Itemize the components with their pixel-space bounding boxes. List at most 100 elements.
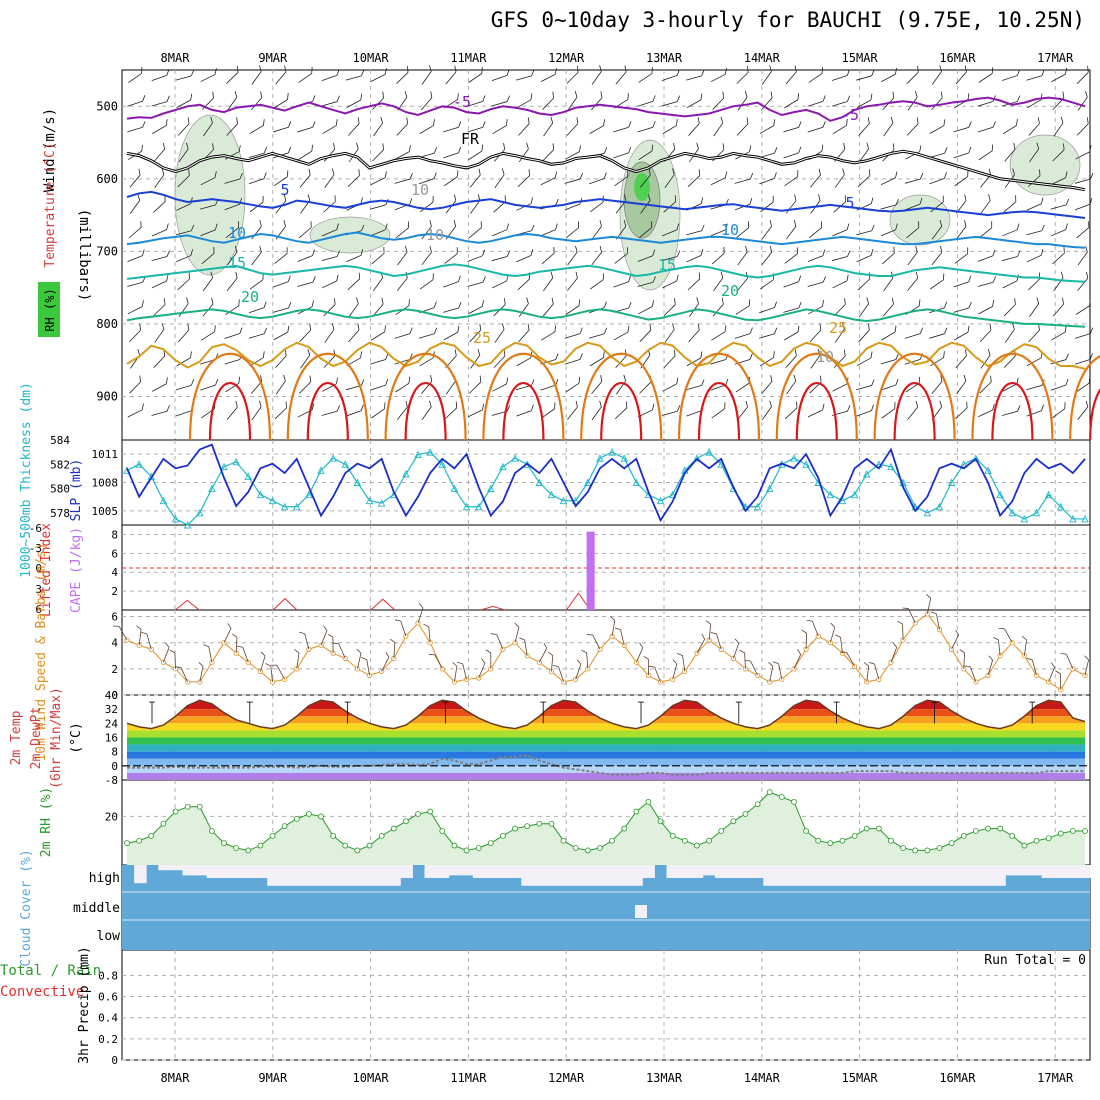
wind-barb xyxy=(419,273,434,290)
wind-barb xyxy=(808,67,824,83)
barb-staff xyxy=(445,380,456,395)
barb-flag xyxy=(967,93,970,100)
barb-staff xyxy=(640,200,651,214)
barb-flag xyxy=(772,661,779,665)
barb-flag xyxy=(327,633,334,638)
wind-barb xyxy=(831,69,850,81)
barb-flag xyxy=(309,323,312,331)
wind-barb-10m xyxy=(772,661,783,680)
wind-barb xyxy=(394,327,413,339)
isotherm-loop xyxy=(482,352,565,441)
wind-barb xyxy=(907,245,918,266)
wind-barb xyxy=(227,90,238,111)
wind-barb xyxy=(640,194,651,214)
barb-flag xyxy=(769,245,773,253)
barb-staff xyxy=(518,303,529,317)
thickness-marker xyxy=(487,484,495,493)
barb-staff xyxy=(931,381,943,394)
barb-staff xyxy=(783,331,799,341)
barb-staff xyxy=(297,255,313,262)
thickness-marker xyxy=(535,478,544,486)
barb-staff xyxy=(434,654,443,670)
barb-flag xyxy=(408,299,410,306)
barb-flag xyxy=(745,400,748,408)
thickness-marker xyxy=(935,502,944,511)
panel-frame-upper xyxy=(121,69,1091,441)
barb-flag xyxy=(724,325,727,332)
wind-barb xyxy=(614,170,629,187)
barb-flag xyxy=(1089,299,1091,306)
barb-flag xyxy=(554,325,557,332)
barb-staff xyxy=(810,355,821,369)
wind-barb-10m xyxy=(868,662,880,680)
barb-staff xyxy=(807,101,824,107)
barb-flag xyxy=(231,633,238,638)
barb-flag xyxy=(676,119,678,126)
barb-flag xyxy=(312,249,315,256)
wind-barb xyxy=(516,249,534,263)
wind-barb xyxy=(151,69,170,82)
thickness-marker xyxy=(1008,508,1016,517)
wind-barb xyxy=(249,119,265,135)
wind-barb xyxy=(567,400,578,420)
rh-marker xyxy=(208,828,215,834)
barb-staff xyxy=(565,305,580,315)
barb-staff xyxy=(589,279,604,290)
barb-flag xyxy=(531,379,535,386)
barb-staff xyxy=(518,148,529,163)
barb-flag xyxy=(599,400,602,408)
date-label-top: 16MAR xyxy=(939,51,976,65)
wind-barb xyxy=(710,378,729,391)
date-label-top: 17MAR xyxy=(1037,51,1074,65)
barb-flag xyxy=(503,142,506,150)
rh-marker xyxy=(584,847,591,854)
barb-staff xyxy=(224,203,240,211)
cloud-high-gap xyxy=(436,865,450,878)
wind-barb xyxy=(541,402,556,419)
barb-staff xyxy=(591,226,602,240)
barb-staff xyxy=(564,178,581,184)
barb-flag xyxy=(1085,400,1089,408)
wind-barb-10m xyxy=(897,620,904,641)
barb-staff xyxy=(275,380,286,395)
wind-barb xyxy=(931,65,942,85)
barb-staff xyxy=(1026,99,1042,109)
barb-flag xyxy=(454,65,457,72)
wind-barb xyxy=(857,169,871,187)
rh-marker xyxy=(463,847,470,854)
barb-flag xyxy=(748,299,751,306)
rh-marker xyxy=(572,845,579,851)
barb-flag xyxy=(652,95,656,102)
barb-flag xyxy=(263,301,267,308)
isotherm-loop xyxy=(188,352,272,441)
barb-staff xyxy=(1050,204,1067,210)
barb-staff xyxy=(248,152,265,159)
wind-barb xyxy=(567,271,578,291)
date-label-bottom: 10MAR xyxy=(353,1071,390,1085)
barb-staff xyxy=(1026,385,1042,391)
isotherm-loop xyxy=(286,352,369,441)
barb-flag xyxy=(843,142,846,150)
barb-staff xyxy=(1051,73,1066,83)
wind-barb xyxy=(321,95,340,107)
barb-flag xyxy=(234,245,238,253)
wind-barb xyxy=(687,272,701,291)
wind-barb xyxy=(225,299,240,316)
barb-staff xyxy=(1027,175,1041,187)
barb-staff xyxy=(833,355,846,368)
wind-barb xyxy=(736,65,749,84)
barb-flag xyxy=(527,323,530,331)
wind-barb xyxy=(1074,327,1094,339)
isotherm-loop xyxy=(502,382,545,441)
barb-flag xyxy=(915,400,918,408)
ytick-li: 0 xyxy=(35,562,42,575)
cloud-high-gap xyxy=(932,865,946,886)
wind-barb xyxy=(978,144,994,161)
barb-staff xyxy=(567,277,578,291)
cloud-high-gap xyxy=(1029,865,1043,876)
barb-flag xyxy=(939,400,942,408)
rh-marker xyxy=(257,842,264,849)
wind-barb xyxy=(248,327,267,339)
barb-flag xyxy=(456,247,458,254)
wind-barb xyxy=(662,274,679,289)
